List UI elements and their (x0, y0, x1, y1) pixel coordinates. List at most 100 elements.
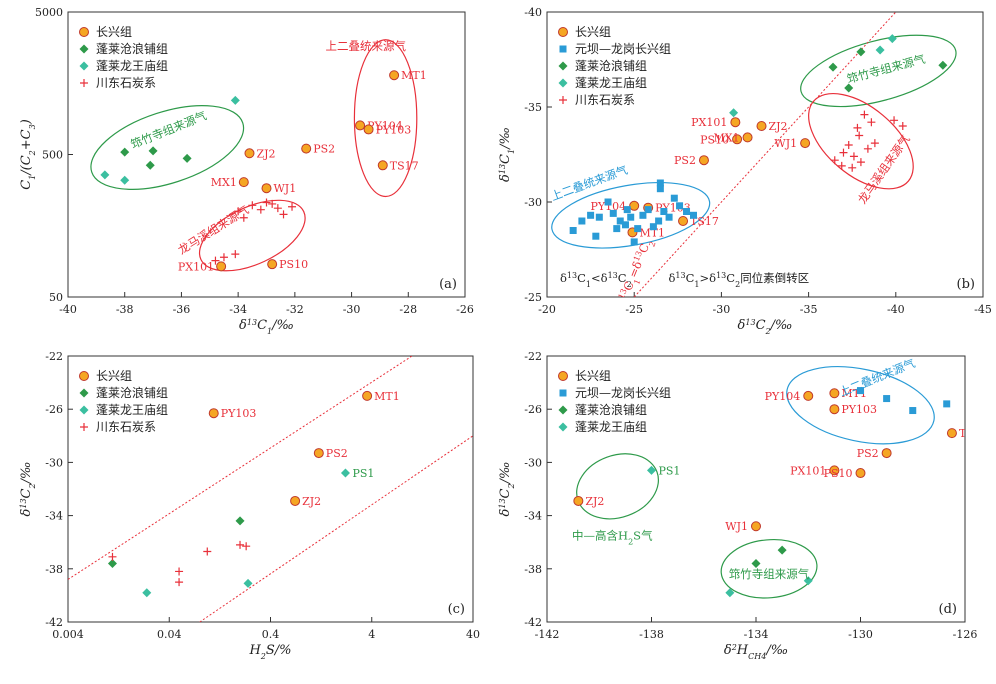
point-canglangpu (120, 147, 130, 157)
legend-label: 蓬莱龙王庙组 (96, 403, 168, 417)
point-longwangmiao (875, 45, 885, 55)
point-canglangpu (856, 47, 866, 57)
label-part: 筇竹寺组来源气 (729, 567, 810, 581)
point-label: PY103 (841, 403, 877, 416)
point-label: PX101 (691, 116, 727, 129)
point-changxing (238, 177, 249, 188)
point-yuanba-longgang (857, 387, 864, 395)
point-label: PS10 (824, 467, 853, 480)
point-canglangpu (79, 44, 89, 54)
point-changxing (698, 155, 709, 166)
point-carboniferous (848, 163, 857, 172)
point-longwangmiao (100, 170, 110, 180)
point-changxing (355, 120, 366, 131)
point-carboniferous (175, 578, 184, 587)
legend-label: 长兴组 (575, 369, 611, 383)
reference-line (199, 435, 473, 622)
y-tick-label: -26 (524, 403, 542, 416)
point-label: PY104 (765, 390, 801, 403)
label-part: 1 (632, 278, 642, 286)
point-carboniferous (262, 198, 271, 207)
point-yuanba-longgang (627, 213, 635, 221)
point-label: PS1 (352, 467, 374, 480)
label-part: C (19, 488, 34, 498)
point-longwangmiao (79, 61, 89, 71)
label-part: 13 (608, 270, 618, 279)
point-yuanba-longgang (644, 206, 652, 214)
point-changxing (829, 388, 840, 399)
x-tick-label: 40 (466, 628, 480, 641)
legend-label: 元坝—龙岗长兴组 (575, 386, 671, 400)
chart-d: -142 -138 -134 -130 -126-22-26-30-34-38-42δ2… (498, 350, 978, 661)
label-part: C (498, 488, 513, 498)
point-carboniferous (856, 158, 865, 167)
y-tick-label: -30 (524, 196, 542, 209)
point-canglangpu (145, 160, 155, 170)
y-tick-label: -30 (524, 456, 542, 469)
y-tick-label: -35 (524, 101, 542, 114)
point-canglangpu (558, 405, 568, 415)
point-label: PY104 (591, 200, 627, 213)
label-part: H (736, 643, 749, 658)
chart-c: 0.004 0.04 0.4 4 40-22-26-30-34-38-42H2S/%δ1… (19, 350, 481, 661)
label-part: < (591, 271, 601, 285)
point-yuanba-longgang (670, 194, 678, 202)
point-label: PS10 (700, 133, 729, 146)
group-ellipse (353, 39, 418, 198)
point-canglangpu (182, 153, 192, 163)
point-canglangpu (777, 545, 787, 555)
x-tick-label: 4 (368, 628, 375, 641)
point-carboniferous (203, 547, 212, 556)
label-part: 3 (28, 124, 37, 129)
annotation: 筇竹寺组来源气 (845, 52, 927, 86)
point-yuanba-longgang (639, 211, 647, 219)
x-axis-label: δ2HCH4/‰ (724, 643, 788, 661)
series-circle: MT1 PY103 PS2 ZJ2 (208, 390, 400, 508)
y-tick-label: -26 (45, 403, 63, 416)
label-part: CH4 (748, 652, 766, 661)
x-tick-label: -134 (744, 628, 769, 641)
point-yuanba-longgang (578, 217, 586, 225)
legend-label: 蓬莱龙王庙组 (96, 59, 168, 73)
label-part: 1 (507, 149, 516, 154)
label-part: 上二叠统来源气 (326, 39, 407, 53)
x-tick-label: -35 (800, 303, 818, 316)
annotation: 龙马溪组来源气 (175, 202, 251, 257)
point-changxing (267, 259, 278, 270)
point-longwangmiao (79, 405, 89, 415)
label-part: 1 (694, 279, 699, 288)
point-carboniferous (211, 256, 220, 265)
plot-area: MT1 PY103 PS2 ZJ2 PS1 (68, 356, 473, 622)
series-diamond_green (120, 146, 192, 170)
label-part: 1 (28, 175, 37, 180)
point-label: PS2 (326, 447, 348, 460)
label-part: 龙马溪组来源气 (855, 132, 913, 206)
label-part: 13 (616, 287, 628, 300)
point-yuanba-longgang (656, 179, 664, 187)
x-tick-label: -142 (535, 628, 560, 641)
point-carboniferous (559, 96, 567, 104)
point-label: TS17 (690, 215, 719, 228)
point-changxing (732, 134, 743, 145)
label-part: H (248, 643, 261, 658)
point-yuanba-longgang (616, 217, 624, 225)
x-tick-label: 0.4 (262, 628, 280, 641)
label-part: 2 (28, 150, 37, 156)
point-label: PS2 (313, 143, 335, 156)
point-label: PX101 (790, 464, 826, 477)
label-part: C (498, 154, 513, 164)
y-tick-label: -34 (524, 510, 542, 523)
panel-label: (a) (439, 277, 457, 292)
point-changxing (363, 124, 374, 135)
point-longwangmiao (340, 468, 350, 478)
point-yuanba-longgang (609, 209, 617, 217)
label-part: /‰ (19, 462, 34, 486)
point-label: PS10 (279, 258, 308, 271)
point-carboniferous (108, 552, 117, 561)
point-carboniferous (855, 131, 864, 140)
annotation: 龙马溪组来源气 (855, 132, 913, 206)
point-longwangmiao (558, 422, 568, 432)
label-part: C (19, 129, 34, 139)
